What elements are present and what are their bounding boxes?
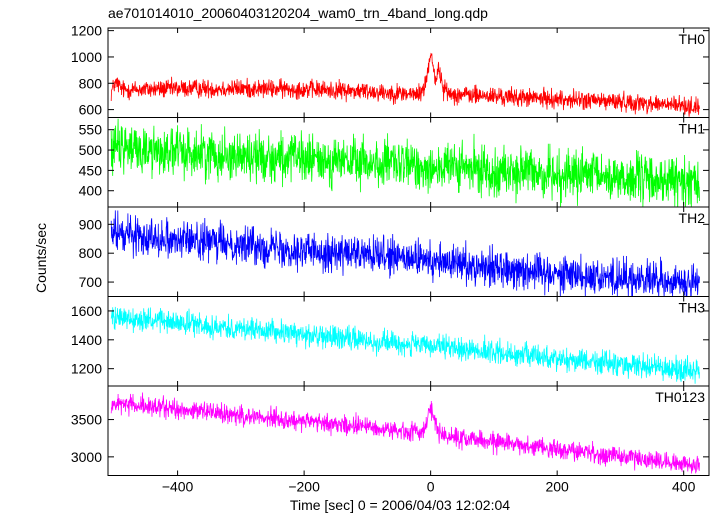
- panel-th1: 400 450 500 550 TH1: [79, 117, 710, 208]
- y-tick-label: 550: [79, 122, 103, 138]
- x-tick-label: −400: [162, 479, 194, 495]
- y-axis-label: Counts/sec: [33, 223, 49, 293]
- y-tick-label: 700: [79, 274, 103, 290]
- series-line-th0123: [110, 392, 700, 474]
- y-tick-label: 800: [79, 245, 103, 261]
- panel-th3: 1200 1400 1600 TH3: [71, 296, 710, 387]
- panel-th2: 700 800 900 TH2: [79, 206, 710, 297]
- x-tick-label: 200: [545, 479, 569, 495]
- panel-label: TH3: [679, 300, 706, 316]
- y-tick-label: 1400: [71, 332, 102, 348]
- y-tick-label: 500: [79, 142, 103, 158]
- panel-th0: 600 800 1000 1200 TH0: [71, 23, 710, 118]
- x-axis: −400 −200 0 200 400: [162, 479, 696, 495]
- series-line-th0: [110, 52, 700, 117]
- panel-label: TH0123: [655, 389, 705, 405]
- series-line-th1: [110, 118, 700, 207]
- y-tick-label: 3000: [71, 449, 102, 465]
- series-line-th3: [110, 306, 700, 384]
- panel-label: TH2: [679, 210, 706, 226]
- y-tick-label: 400: [79, 183, 103, 199]
- panel-th0123: 3000 3500 TH0123: [71, 385, 710, 476]
- panel-frame: [107, 296, 710, 387]
- y-tick-label: 1600: [71, 303, 102, 319]
- y-tick-label: 1000: [71, 49, 102, 65]
- y-tick-label: 3500: [71, 412, 102, 428]
- panel-label: TH0: [679, 31, 706, 47]
- y-tick-label: 1200: [71, 23, 102, 39]
- x-tick-label: 400: [672, 479, 696, 495]
- y-tick-label: 450: [79, 162, 103, 178]
- x-tick-label: −200: [288, 479, 320, 495]
- x-tick-label: 0: [427, 479, 435, 495]
- panel-frame: [107, 385, 710, 476]
- panel-frame: [107, 27, 710, 118]
- y-tick-label: 1200: [71, 361, 102, 377]
- chart-title: ae701014010_20060403120204_wam0_trn_4ban…: [108, 5, 488, 21]
- y-tick-label: 800: [79, 75, 103, 91]
- panels-group: 600 800 1000 1200 TH0 400 450 500 550 TH1 700 800 90…: [71, 23, 710, 476]
- panel-label: TH1: [679, 121, 706, 137]
- x-axis-label: Time [sec] 0 = 2006/04/03 12:02:04: [290, 497, 510, 513]
- series-line-th2: [110, 210, 700, 297]
- y-tick-label: 600: [79, 102, 103, 118]
- y-tick-label: 900: [79, 216, 103, 232]
